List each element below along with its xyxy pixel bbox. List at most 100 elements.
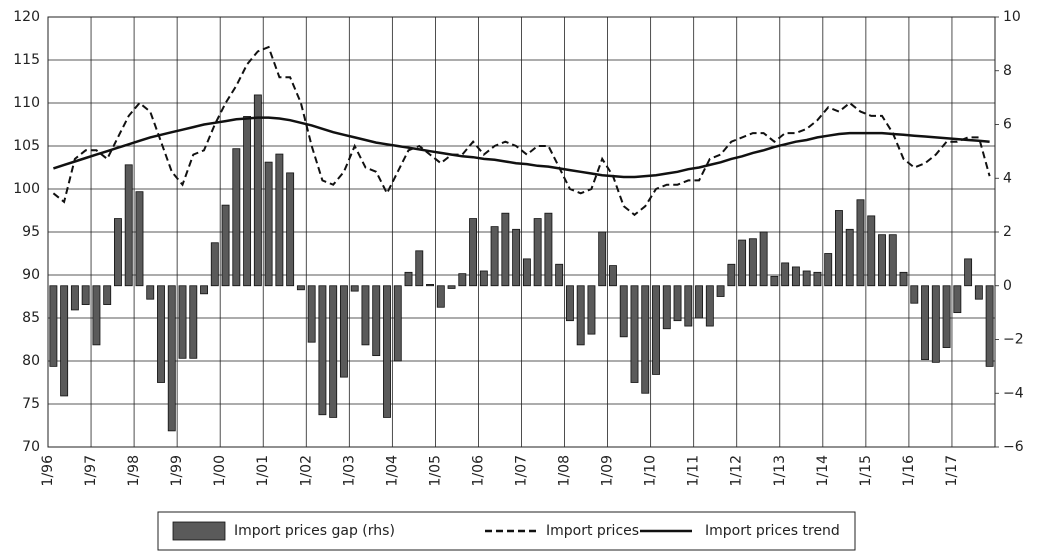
bar	[565, 285, 574, 322]
bar	[113, 218, 122, 287]
y-tick-label: 85	[22, 310, 40, 326]
x-tick-label: 1/12	[729, 455, 745, 486]
bar	[210, 242, 219, 287]
bar	[587, 285, 596, 335]
legend-label: Import prices	[546, 523, 639, 539]
bar	[512, 228, 521, 287]
bar	[964, 258, 973, 287]
bar	[888, 234, 897, 287]
y2-tick-label: 6	[1003, 117, 1012, 133]
bar	[146, 285, 155, 300]
bar	[899, 271, 908, 287]
bar	[350, 285, 359, 292]
x-tick-label: 1/16	[901, 455, 917, 487]
bar	[135, 191, 144, 287]
x-tick-label: 1/98	[126, 455, 142, 486]
bar	[264, 161, 273, 287]
bar	[684, 285, 693, 327]
x-tick-label: 1/07	[514, 455, 530, 486]
legend-label: Import prices trend	[705, 523, 840, 539]
legend: Import prices gap (rhs) Import prices Impo…	[157, 511, 856, 551]
bar	[727, 263, 736, 287]
y-tick-label: 90	[22, 267, 40, 283]
bar	[404, 271, 413, 287]
bar	[759, 231, 768, 287]
bar	[738, 239, 747, 287]
x-tick-label: 1/03	[341, 455, 357, 486]
bar	[716, 285, 725, 297]
y2-tick-label: 2	[1003, 224, 1012, 240]
y-tick-label: 110	[13, 95, 40, 111]
line	[52, 45, 991, 217]
bar	[70, 285, 79, 311]
bar	[748, 238, 757, 287]
bar	[867, 215, 876, 287]
y2-tick-label: 0	[1003, 278, 1012, 294]
y-tick-label: 120	[13, 9, 40, 25]
bar	[921, 285, 930, 361]
bar	[157, 285, 165, 383]
x-tick-label: 1/02	[298, 455, 314, 486]
x-tick-label: 1/09	[600, 455, 616, 486]
bar	[641, 285, 650, 394]
x-tick-label: 1/99	[169, 455, 185, 486]
bar	[200, 285, 208, 295]
y2-tick-label: 4	[1003, 170, 1012, 186]
bar	[92, 285, 101, 346]
bar	[695, 285, 704, 319]
legend-box	[157, 511, 856, 551]
bar	[931, 285, 940, 363]
bar	[124, 164, 133, 287]
bar	[167, 285, 176, 432]
legend-label: Import prices gap (rhs)	[234, 523, 395, 539]
bar	[436, 285, 445, 308]
bar	[619, 285, 628, 338]
bar	[307, 285, 316, 343]
y2-tick-label: −6	[1003, 439, 1024, 455]
bar	[447, 285, 456, 289]
plot-frame	[47, 16, 996, 448]
bar	[60, 285, 69, 397]
bar	[178, 285, 187, 359]
y-tick-label: 95	[22, 224, 40, 240]
bar	[296, 285, 305, 291]
bar	[275, 153, 284, 287]
bar	[910, 285, 919, 304]
bar	[415, 250, 424, 287]
y-tick-label: 115	[13, 52, 40, 68]
bar	[232, 148, 241, 287]
y-tick-label: 75	[22, 396, 40, 412]
bar	[705, 285, 714, 327]
bar	[490, 226, 499, 287]
bar	[555, 263, 564, 287]
bar	[845, 228, 854, 287]
line	[53, 116, 990, 179]
y-tick-label: 100	[13, 181, 40, 197]
x-tick-label: 1/11	[686, 455, 702, 486]
bar	[372, 285, 381, 357]
x-tick-label: 1/96	[40, 455, 56, 487]
x-tick-label: 1/00	[212, 455, 228, 486]
x-tick-label: 1/15	[858, 455, 874, 486]
bar	[802, 270, 811, 287]
bar	[544, 212, 553, 287]
bar	[49, 285, 58, 367]
x-tick-label: 1/97	[83, 455, 99, 486]
x-tick-label: 1/13	[772, 455, 788, 486]
bar	[824, 253, 833, 287]
bar	[522, 258, 531, 287]
bar	[393, 285, 402, 362]
bar	[630, 285, 639, 383]
bar	[329, 285, 338, 418]
bar	[652, 285, 660, 375]
bar	[576, 285, 585, 346]
bar	[339, 285, 348, 378]
bar	[361, 285, 370, 346]
bar	[253, 94, 262, 287]
x-tick-label: 1/14	[815, 455, 831, 487]
x-tick-label: 1/17	[944, 455, 960, 486]
bar	[243, 116, 252, 287]
bar	[318, 285, 327, 416]
bar	[598, 231, 607, 287]
y2-tick-label: 8	[1003, 63, 1012, 79]
